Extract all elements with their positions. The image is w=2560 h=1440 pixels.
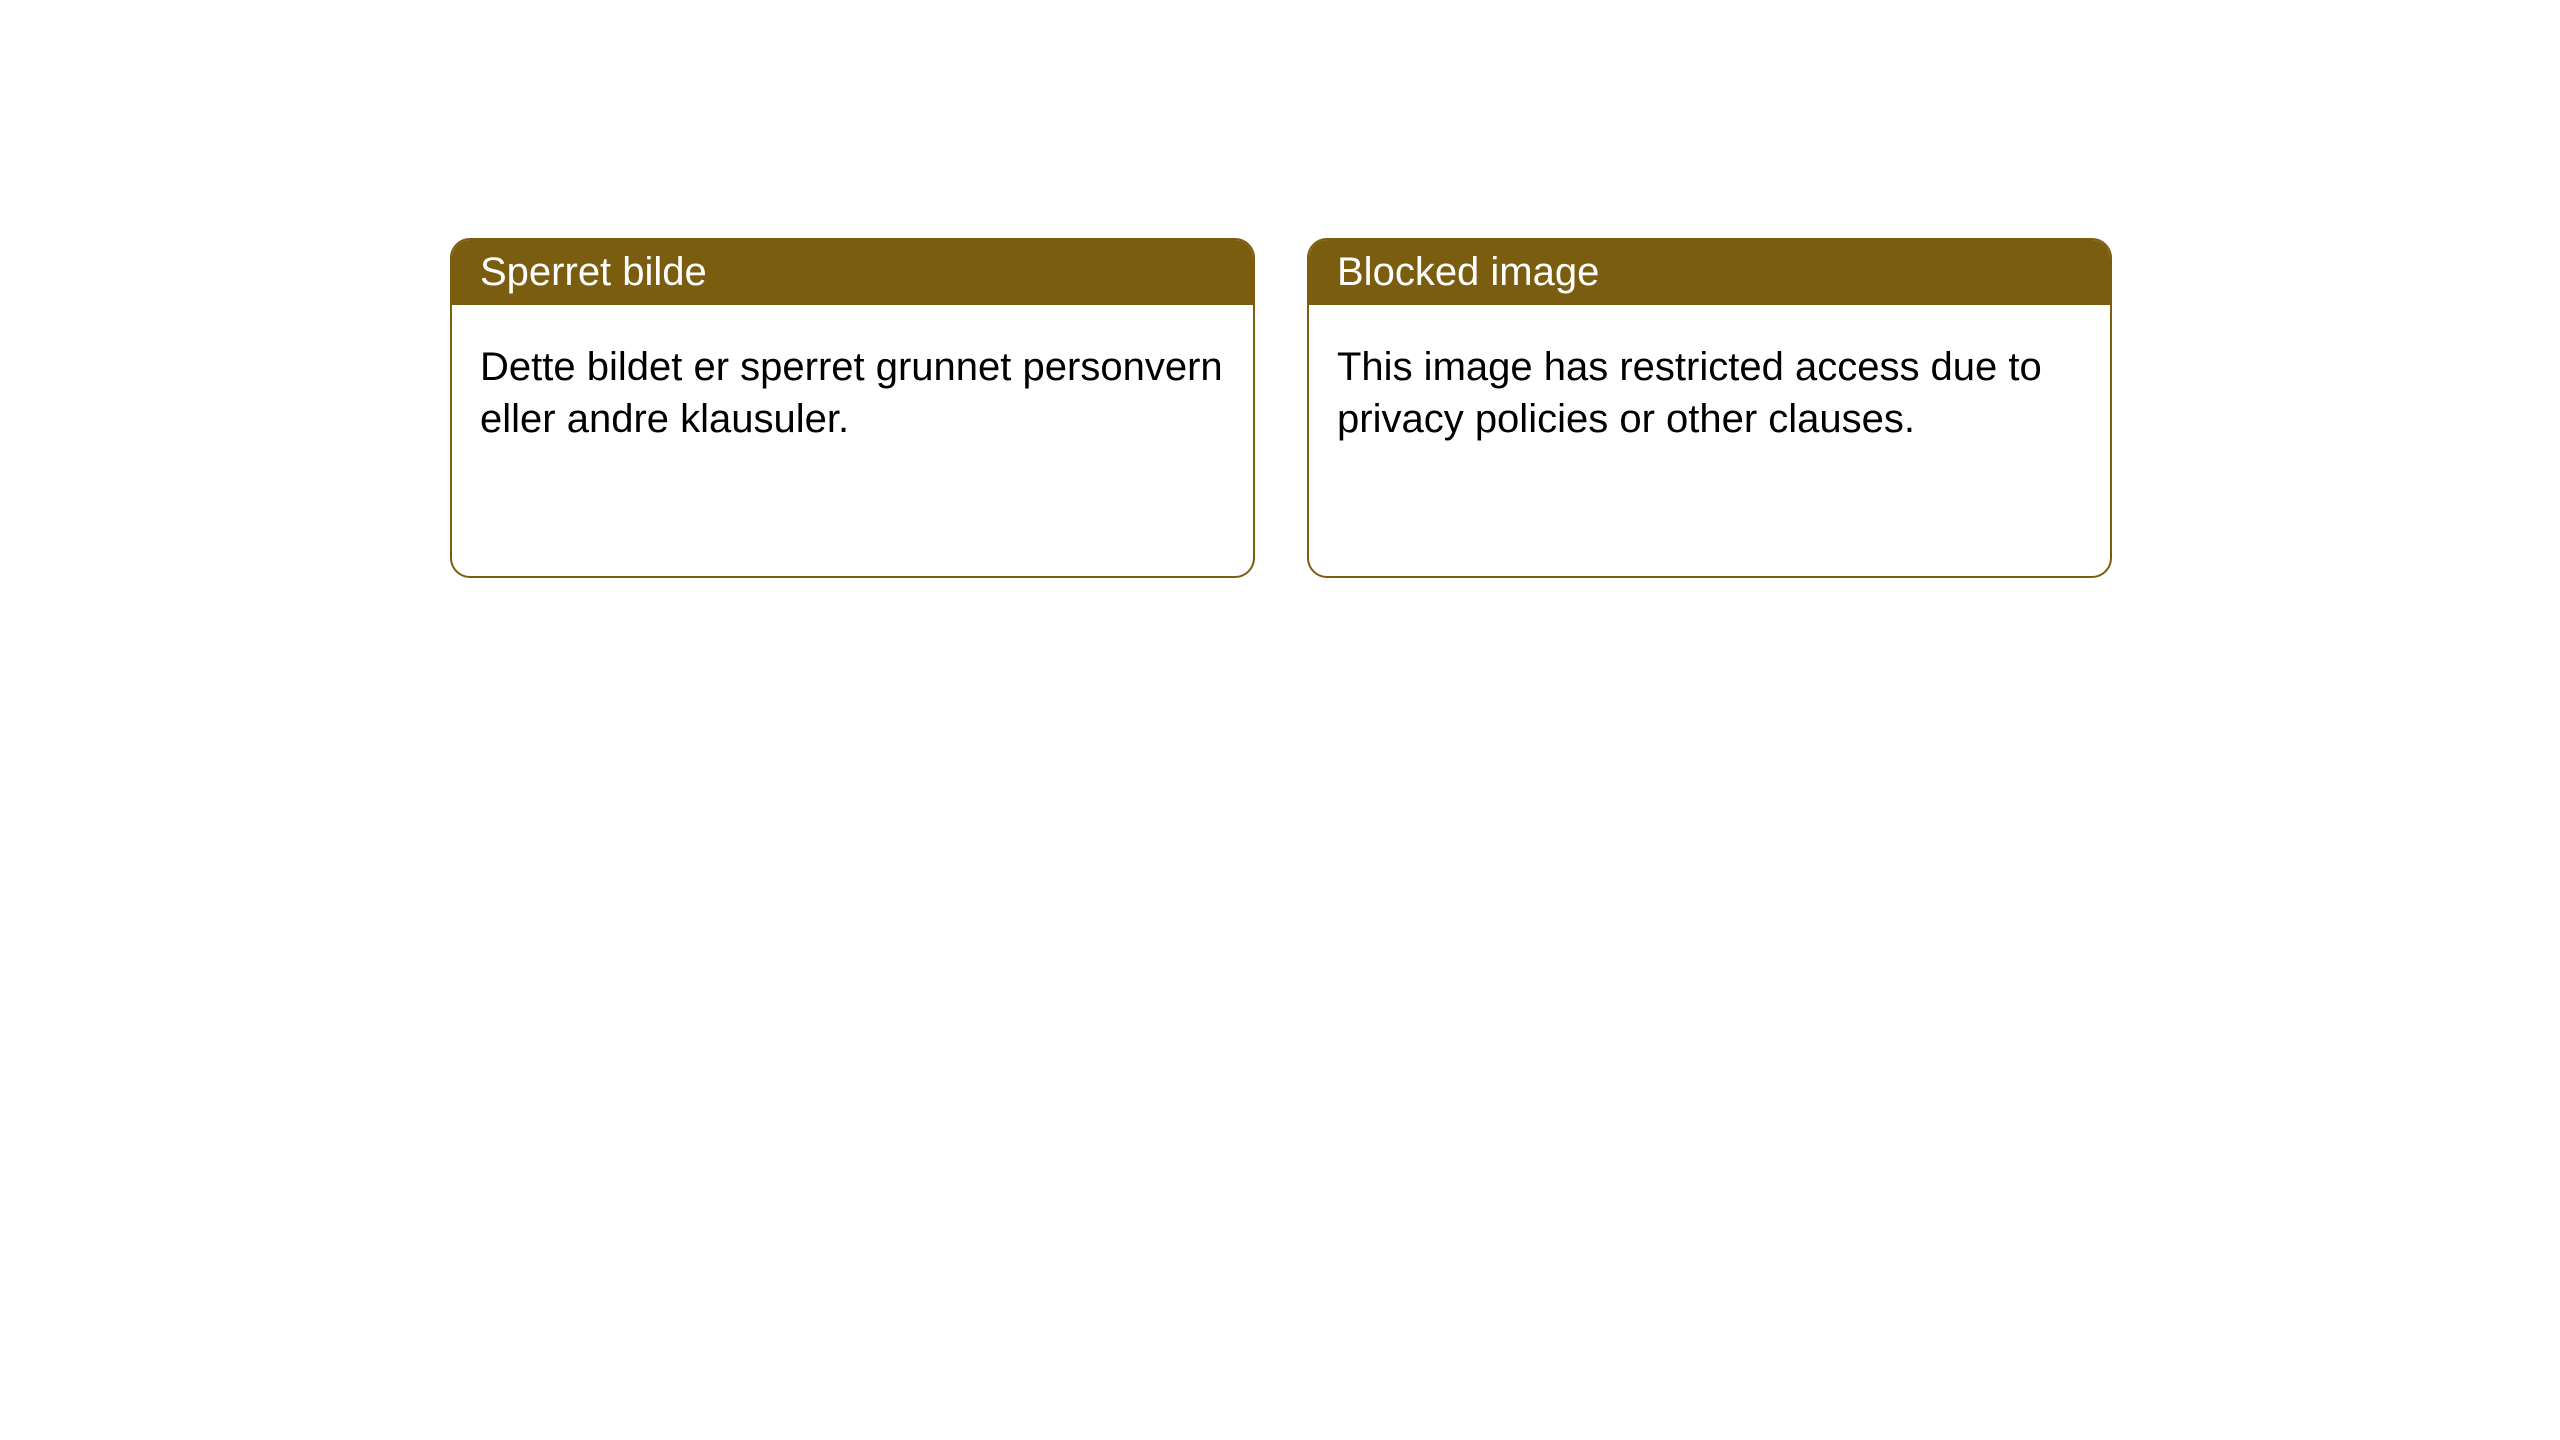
blocked-image-card-no: Sperret bilde Dette bildet er sperret gr… xyxy=(450,238,1255,578)
blocked-image-card-en: Blocked image This image has restricted … xyxy=(1307,238,2112,578)
card-header-en: Blocked image xyxy=(1309,240,2110,305)
card-body-no: Dette bildet er sperret grunnet personve… xyxy=(452,305,1253,481)
card-body-en: This image has restricted access due to … xyxy=(1309,305,2110,481)
notice-container: Sperret bilde Dette bildet er sperret gr… xyxy=(0,0,2560,578)
card-header-no: Sperret bilde xyxy=(452,240,1253,305)
